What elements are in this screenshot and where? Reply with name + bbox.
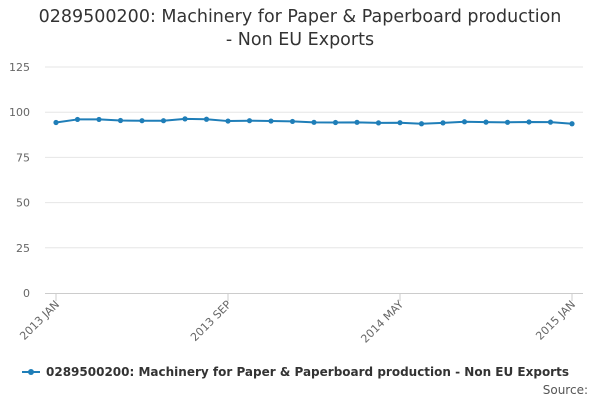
chart-title-line-2: - Non EU Exports bbox=[225, 30, 375, 50]
data-point[interactable] bbox=[74, 116, 81, 123]
data-point[interactable] bbox=[139, 118, 145, 124]
data-point[interactable] bbox=[53, 119, 59, 126]
x-tick-label: 2013 JAN bbox=[17, 298, 62, 343]
legend-series-label: 0289500200: Machinery for Paper & Paperb… bbox=[46, 365, 569, 379]
y-tick-label: 50 bbox=[16, 197, 30, 210]
data-point[interactable] bbox=[289, 118, 296, 125]
x-tick-label: 2013 SEP bbox=[188, 298, 234, 344]
y-tick-label: 100 bbox=[9, 106, 30, 119]
data-point[interactable] bbox=[268, 118, 274, 124]
y-tick-label: 75 bbox=[16, 151, 30, 164]
chart-title: 0289500200: Machinery for Paper & Paperb… bbox=[0, 6, 600, 52]
data-point[interactable] bbox=[203, 116, 210, 122]
data-point[interactable] bbox=[354, 119, 360, 125]
data-point[interactable] bbox=[483, 119, 489, 125]
legend[interactable]: 0289500200: Machinery for Paper & Paperb… bbox=[22, 365, 569, 379]
data-point[interactable] bbox=[117, 117, 124, 124]
data-point[interactable] bbox=[504, 119, 511, 125]
data-point[interactable] bbox=[440, 120, 446, 126]
x-tick-label: 2014 MAY bbox=[358, 298, 406, 346]
data-point[interactable] bbox=[332, 119, 339, 126]
data-point[interactable] bbox=[569, 121, 575, 127]
legend-series-marker bbox=[22, 367, 40, 377]
data-point[interactable] bbox=[160, 118, 167, 124]
chart-title-line-1: 0289500200: Machinery for Paper & Paperb… bbox=[38, 7, 562, 27]
data-point[interactable] bbox=[418, 121, 425, 127]
y-tick-label: 25 bbox=[16, 242, 30, 255]
y-tick-label: 125 bbox=[9, 61, 30, 74]
data-point[interactable] bbox=[526, 119, 532, 125]
data-point[interactable] bbox=[96, 116, 102, 123]
source-label: Source: bbox=[542, 383, 588, 397]
y-tick-label: 0 bbox=[23, 287, 30, 300]
data-point[interactable] bbox=[182, 116, 188, 122]
x-axis: 2013 JAN 2013 SEP 2014 MAY 2015 JAN bbox=[17, 293, 583, 346]
data-point[interactable] bbox=[461, 119, 468, 125]
data-point[interactable] bbox=[311, 119, 317, 125]
data-point[interactable] bbox=[246, 118, 253, 124]
data-point[interactable] bbox=[225, 118, 231, 124]
x-tick-label: 2015 JAN bbox=[533, 298, 578, 343]
series-layer bbox=[53, 116, 575, 127]
data-point[interactable] bbox=[375, 120, 382, 126]
gridlines bbox=[45, 66, 583, 249]
data-point[interactable] bbox=[547, 119, 554, 125]
y-axis-ticks: 0 25 50 75 100 125 bbox=[9, 61, 30, 300]
data-point[interactable] bbox=[397, 120, 403, 126]
